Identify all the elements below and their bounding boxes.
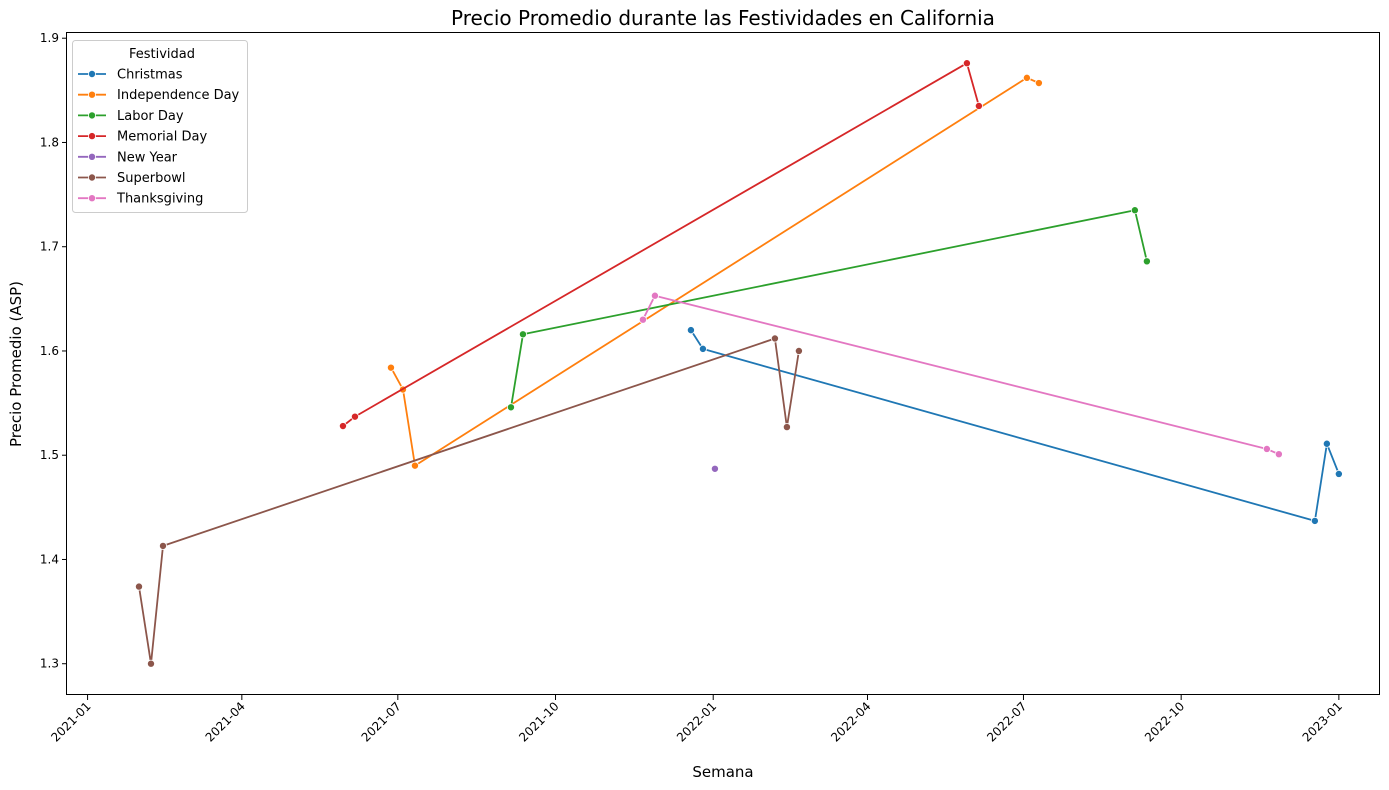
legend-marker [88, 111, 97, 120]
data-point [962, 59, 971, 68]
legend-entry: Superbowl [78, 171, 186, 186]
legend-marker [88, 173, 97, 182]
data-point [794, 346, 803, 355]
data-point [974, 101, 983, 110]
y-tick-label: 1.6 [40, 344, 59, 358]
data-point [146, 659, 155, 668]
data-point [386, 363, 395, 372]
data-point [350, 412, 359, 421]
legend-marker [88, 194, 97, 203]
legend-marker [88, 132, 97, 141]
data-point [338, 422, 347, 431]
legend-entry: New Year [78, 150, 178, 165]
data-point [158, 541, 167, 550]
data-point [506, 403, 515, 412]
legend-label: Superbowl [117, 171, 186, 186]
data-point [650, 291, 659, 300]
legend-label: New Year [117, 150, 178, 165]
series-memorial-day [338, 59, 983, 431]
data-point [770, 334, 779, 343]
legend-entry: Memorial Day [78, 130, 207, 145]
series-line [138, 337, 800, 665]
y-tick-label: 1.7 [40, 240, 59, 254]
legend-entry: Independence Day [78, 88, 240, 103]
data-point [518, 330, 527, 339]
legend-marker [88, 90, 97, 99]
y-tick-label: 1.5 [40, 448, 59, 462]
y-tick-label: 1.9 [40, 31, 59, 45]
series-superbowl [134, 334, 803, 668]
plot-frame [66, 32, 1380, 695]
data-point [134, 582, 143, 591]
series-independence-day [386, 73, 1043, 470]
legend-entry: Christmas [78, 68, 183, 83]
data-point [638, 315, 647, 324]
y-axis: 1.3 1.4 1.5 1.6 1.7 1.8 1.9 [40, 31, 67, 671]
data-point [1322, 439, 1331, 448]
legend-label: Memorial Day [117, 130, 207, 145]
data-point [1034, 79, 1043, 88]
data-point [1310, 516, 1319, 525]
y-axis-title: Precio Promedio (ASP) [7, 281, 25, 447]
series-christmas [686, 326, 1343, 525]
y-tick-label: 1.3 [40, 657, 59, 671]
legend-marker [88, 70, 97, 79]
data-point [1130, 206, 1139, 215]
series-line [342, 62, 980, 427]
legend-marker [88, 152, 97, 161]
data-point [1022, 73, 1031, 82]
legend-entry: Labor Day [78, 109, 184, 124]
data-point [1262, 444, 1271, 453]
series-labor-day [506, 206, 1151, 412]
legend-label: Labor Day [117, 109, 184, 124]
data-point [782, 423, 791, 432]
series-thanksgiving [638, 291, 1283, 459]
legend-label: Independence Day [117, 88, 240, 103]
legend: Festividad Christmas Independence Day Labo… [72, 40, 248, 213]
plot-area [66, 32, 1380, 695]
chart-title: Precio Promedio durante las Festividades… [451, 6, 995, 30]
data-point [710, 464, 719, 473]
x-axis-title: Semana [692, 763, 753, 781]
series-line [642, 294, 1280, 456]
series-line [510, 209, 1148, 408]
data-point [410, 461, 419, 470]
data-point [1274, 450, 1283, 459]
data-point [698, 344, 707, 353]
legend-entry: Thanksgiving [78, 192, 203, 207]
legend-label: Thanksgiving [116, 192, 203, 207]
series-layer [134, 59, 1343, 668]
series-new-year [710, 464, 719, 473]
legend-items: Christmas Independence Day Labor Day Memori… [78, 68, 240, 207]
y-tick-label: 1.4 [40, 552, 59, 566]
data-point [1142, 257, 1151, 266]
legend-label: Christmas [117, 68, 183, 83]
y-tick-label: 1.8 [40, 135, 59, 149]
legend-box [72, 40, 248, 213]
data-point [1334, 469, 1343, 478]
legend-title: Festividad [129, 47, 195, 62]
data-point [686, 326, 695, 335]
